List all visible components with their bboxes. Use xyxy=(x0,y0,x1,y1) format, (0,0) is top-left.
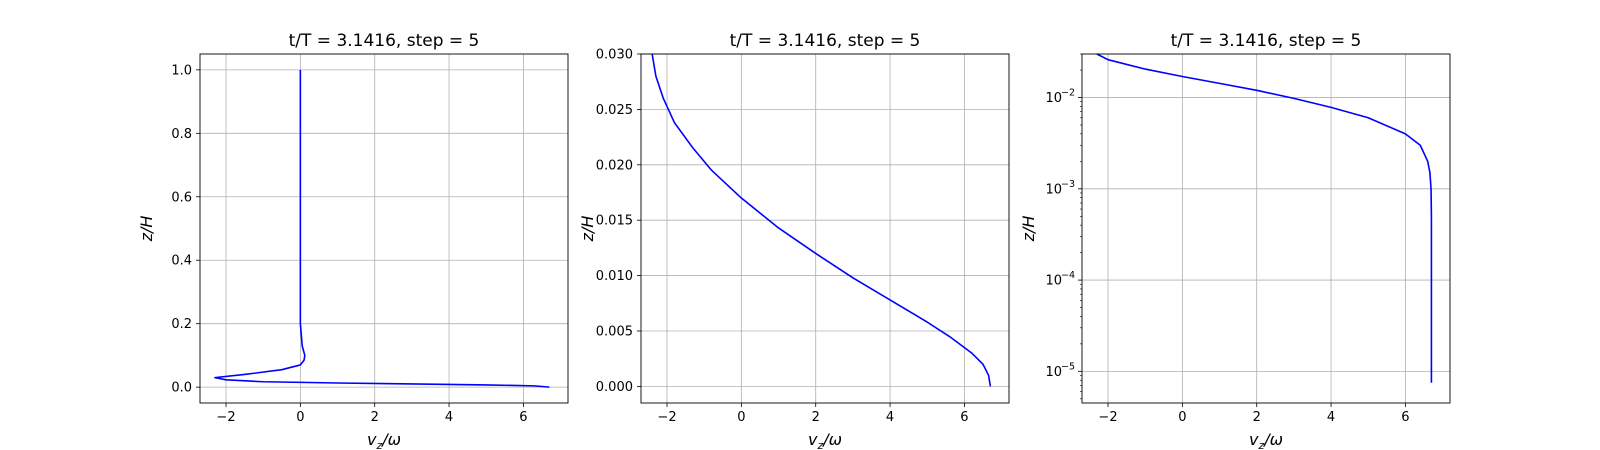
y-tick-label: 10 xyxy=(1045,182,1062,197)
series-line xyxy=(1096,53,1433,383)
x-tick-label: −2 xyxy=(657,410,676,425)
y-axis-label: z/H xyxy=(1019,216,1038,243)
x-tick-label: 0 xyxy=(737,410,745,425)
x-tick-label: 6 xyxy=(519,410,527,425)
x-tick-label: 4 xyxy=(445,410,453,425)
y-tick-label: 1.0 xyxy=(171,63,192,78)
x-tick-label: 2 xyxy=(812,410,820,425)
y-tick-label: 0.020 xyxy=(596,158,633,173)
chart-panel-3: −2 0 2 4 610−510−410−310−2t/T = 3.1416, step… xyxy=(1019,31,1451,450)
y-tick-label: 0.005 xyxy=(596,324,633,339)
series-line xyxy=(651,53,992,387)
y-tick-label: 0.015 xyxy=(596,214,633,229)
y-tick-label: 10 xyxy=(1045,365,1062,380)
x-tick-label: 0 xyxy=(296,410,304,425)
x-tick-label: 6 xyxy=(1401,410,1409,425)
axes-frame xyxy=(640,53,1010,404)
chart-panel-1: −2 0 2 4 6 0.0 0.2 0.4 0.6 0.8 1.0 t/T = 3.1416, st… xyxy=(137,31,569,450)
y-tick-label: 10 xyxy=(1045,274,1062,289)
x-tick-label: −2 xyxy=(216,410,235,425)
chart-title: t/T = 3.1416, step = 5 xyxy=(730,31,921,51)
x-axis-label: vz/ω xyxy=(808,430,842,450)
x-tick-label: 4 xyxy=(1327,410,1335,425)
x-tick-label: 2 xyxy=(371,410,379,425)
chart-title: t/T = 3.1416, step = 5 xyxy=(1171,31,1362,51)
y-tick-exponent: −5 xyxy=(1061,361,1075,372)
x-tick-label: 2 xyxy=(1253,410,1261,425)
x-axis-label: vz/ω xyxy=(1249,430,1283,450)
y-axis-label: z/H xyxy=(137,216,156,243)
y-tick-exponent: −2 xyxy=(1061,88,1075,99)
y-tick-label: 0.0 xyxy=(171,381,192,396)
y-tick-label: 10 xyxy=(1045,91,1062,106)
x-tick-label: 4 xyxy=(886,410,894,425)
y-tick-label: 0.6 xyxy=(171,190,192,205)
x-axis-label: vz/ω xyxy=(367,430,401,450)
x-tick-label: 0 xyxy=(1178,410,1186,425)
series-line xyxy=(214,69,550,388)
y-tick-label: 0.8 xyxy=(171,127,192,142)
x-tick-label: −2 xyxy=(1098,410,1117,425)
y-tick-label: 0.025 xyxy=(596,103,633,118)
y-tick-label: 0.030 xyxy=(596,48,633,63)
y-tick-label: 0.000 xyxy=(596,380,633,395)
chart-panel-2: −2 0 2 4 6 0.000 0.005 0.010 0.015 0.020 0.025 0.03… xyxy=(578,31,1010,450)
y-tick-exponent: −3 xyxy=(1061,179,1075,190)
y-tick-label: 0.010 xyxy=(596,269,633,284)
y-tick-label: 0.4 xyxy=(171,254,192,269)
axes-frame xyxy=(1081,53,1451,404)
y-tick-label: 0.2 xyxy=(171,317,192,332)
x-tick-label: 6 xyxy=(960,410,968,425)
y-axis-label: z/H xyxy=(578,216,597,243)
y-tick-exponent: −4 xyxy=(1061,270,1075,281)
axes-frame xyxy=(199,53,569,404)
chart-title: t/T = 3.1416, step = 5 xyxy=(289,31,480,51)
